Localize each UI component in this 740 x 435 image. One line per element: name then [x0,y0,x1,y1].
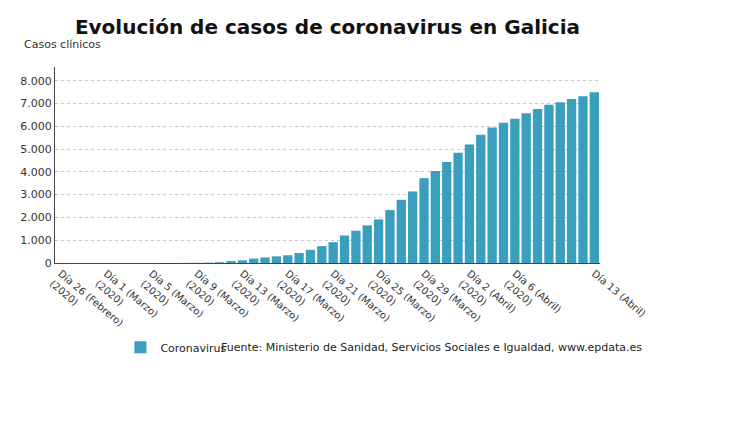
svg-text:3.000: 3.000 [20,188,52,201]
svg-text:Casos clínicos: Casos clínicos [24,38,101,51]
svg-text:Día 9 (Marzo)(2020): Día 9 (Marzo)(2020) [184,268,251,330]
svg-text:Día 13 (Abril): Día 13 (Abril) [590,268,648,319]
svg-text:1.000: 1.000 [20,234,52,247]
svg-text:6.000: 6.000 [20,120,52,133]
svg-text:5.000: 5.000 [20,143,52,156]
svg-text:Evolución de casos de coronavi: Evolución de casos de coronavirus en Gal… [75,15,580,39]
svg-text:Día 21 (Marzo)(2020): Día 21 (Marzo)(2020) [320,268,392,334]
svg-text:Día 2 (Abril)(2020): Día 2 (Abril)(2020) [457,268,518,325]
svg-text:7.000: 7.000 [20,97,52,110]
svg-text:Día 25 (Marzo)(2020): Día 25 (Marzo)(2020) [366,268,438,334]
svg-text:0: 0 [45,257,52,270]
svg-text:8.000: 8.000 [20,75,52,88]
svg-text:4.000: 4.000 [20,166,52,179]
svg-text:2.000: 2.000 [20,211,52,224]
svg-text:Día 6 (Abril)(2020): Día 6 (Abril)(2020) [502,268,563,325]
svg-text:Día 13 (Marzo)(2020): Día 13 (Marzo)(2020) [229,268,301,334]
svg-text:Coronavirus: Coronavirus [160,342,226,355]
svg-text:Día 1 (Marzo)(2020): Día 1 (Marzo)(2020) [93,268,160,330]
svg-text:Día 29 (Marzo)(2020): Día 29 (Marzo)(2020) [411,268,483,334]
svg-text:Día 5 (Marzo)(2020): Día 5 (Marzo)(2020) [139,268,206,330]
svg-text:Fuente: Ministerio de Sanidad,: Fuente: Ministerio de Sanidad, Servicios… [221,341,642,354]
svg-text:Día 17 (Marzo)(2020): Día 17 (Marzo)(2020) [275,268,347,334]
svg-text:Día 26 (Febrero)(2020): Día 26 (Febrero)(2020) [48,268,126,339]
